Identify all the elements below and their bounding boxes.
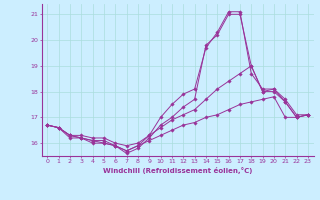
X-axis label: Windchill (Refroidissement éolien,°C): Windchill (Refroidissement éolien,°C) (103, 167, 252, 174)
